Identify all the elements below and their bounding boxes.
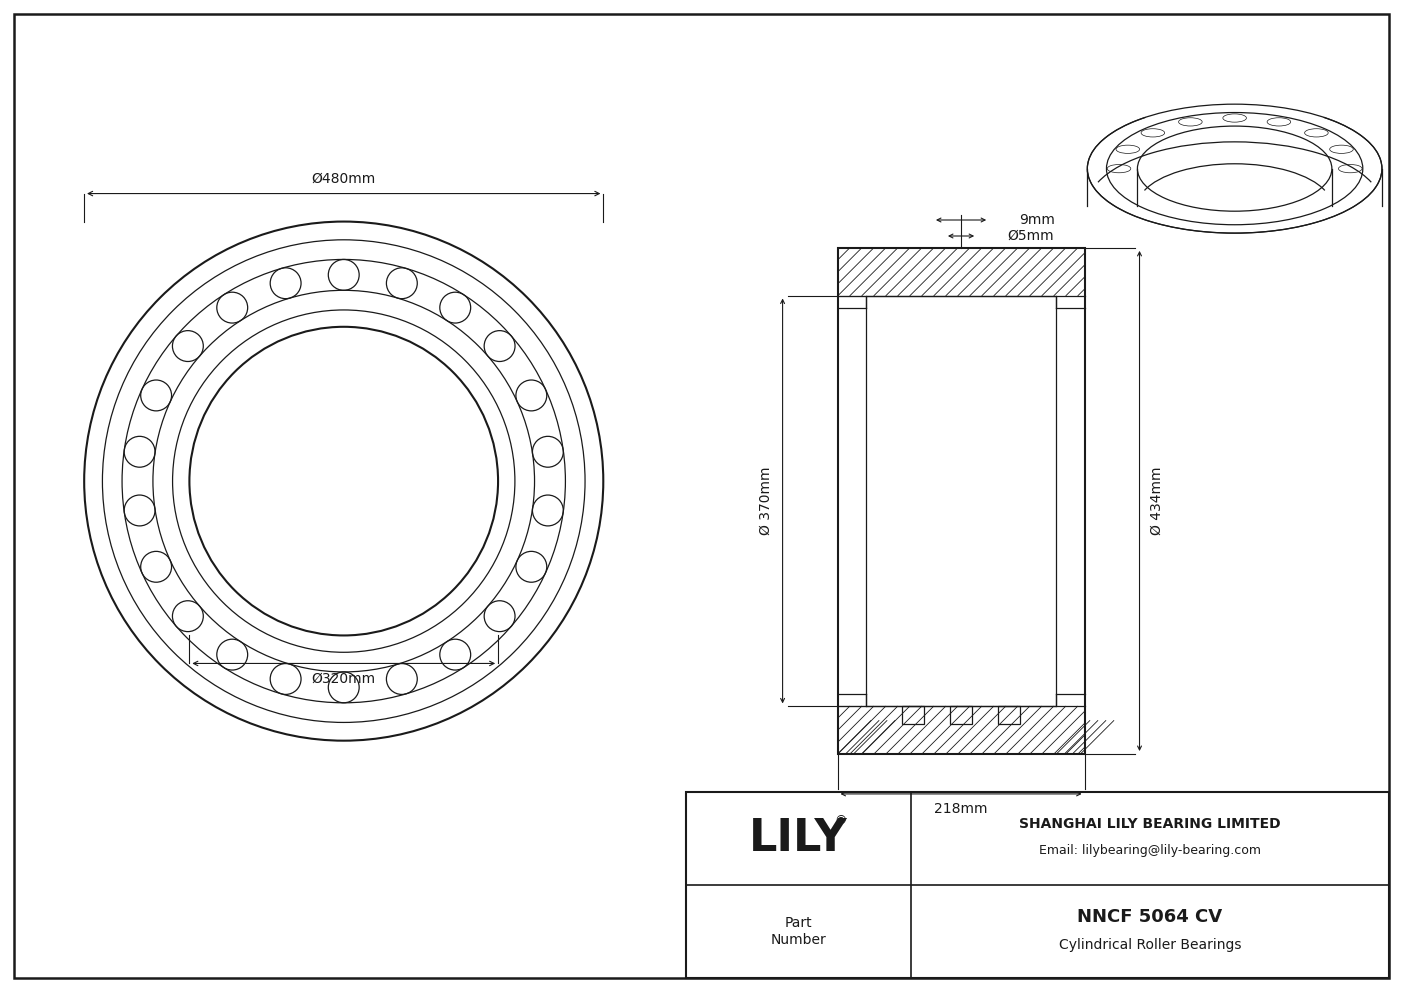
Bar [998,706,1020,724]
Bar [838,248,1085,754]
Text: LILY: LILY [749,817,847,860]
Text: 218mm: 218mm [934,802,988,815]
Text: Ø 434mm: Ø 434mm [1149,466,1163,536]
Text: Ø5mm: Ø5mm [1007,229,1054,243]
Text: Ø480mm: Ø480mm [311,172,376,186]
Text: ®: ® [835,814,847,827]
Text: SHANGHAI LILY BEARING LIMITED: SHANGHAI LILY BEARING LIMITED [1019,816,1281,830]
Bar [866,296,1056,706]
Text: Email: lilybearing@lily-bearing.com: Email: lilybearing@lily-bearing.com [1040,844,1261,857]
Bar [950,706,972,724]
Text: Ø 370mm: Ø 370mm [759,466,773,536]
Text: Cylindrical Roller Bearings: Cylindrical Roller Bearings [1059,937,1242,951]
Text: 9mm: 9mm [1019,213,1055,227]
Bar [902,706,925,724]
Text: NNCF 5064 CV: NNCF 5064 CV [1078,909,1222,927]
Bar [686,792,1389,978]
Text: Part
Number: Part Number [770,917,826,946]
Text: Ø320mm: Ø320mm [311,672,376,685]
